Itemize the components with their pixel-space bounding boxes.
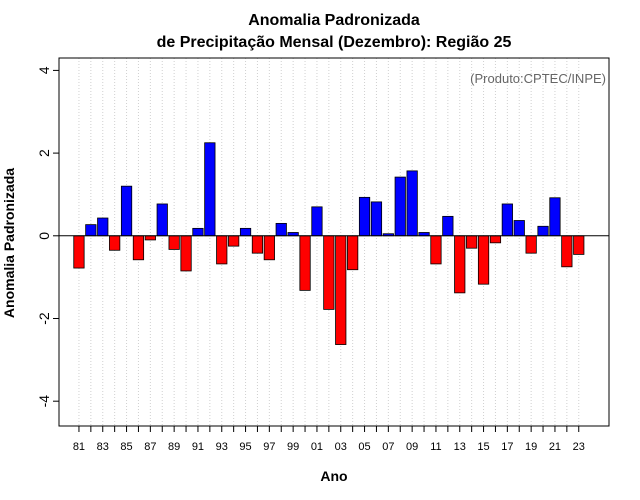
y-tick-label: 4 <box>36 66 52 74</box>
y-tick-label: -4 <box>36 395 52 408</box>
x-tick-label: 11 <box>430 441 441 453</box>
x-tick-label: 91 <box>192 441 204 453</box>
bar-98 <box>275 222 287 237</box>
bar-95 <box>239 227 252 237</box>
bar-88 <box>156 203 168 237</box>
bar-89 <box>168 235 180 250</box>
bar-20 <box>537 225 549 237</box>
x-tick-label: 89 <box>168 441 180 453</box>
x-tick-label: 15 <box>477 441 489 453</box>
bar-83 <box>97 217 109 237</box>
x-tick-label: 95 <box>239 441 251 453</box>
bar-13 <box>454 235 466 294</box>
x-tick-label: 09 <box>406 441 418 453</box>
plot-frame <box>58 57 610 427</box>
chart-subtitle: de Precipitação Mensal (Dezembro): Regiã… <box>157 34 512 51</box>
x-tick-label: 03 <box>335 441 347 453</box>
bar-21 <box>549 197 561 237</box>
x-tick-label: 87 <box>144 441 156 453</box>
bar-03 <box>335 235 347 345</box>
bar-84 <box>109 235 121 251</box>
bar-92 <box>204 142 216 237</box>
bar-85 <box>120 185 133 237</box>
bars-group <box>73 142 585 345</box>
bar-04 <box>347 235 359 271</box>
bar-09 <box>406 170 418 237</box>
bar-87 <box>144 235 156 241</box>
x-tick-label: 99 <box>287 441 299 453</box>
x-tick-label: 13 <box>454 441 466 453</box>
bar-82 <box>85 224 97 237</box>
bar-12 <box>442 215 454 237</box>
bar-93 <box>216 235 228 265</box>
x-axis-label: Ano <box>320 468 347 484</box>
x-tick-label: 21 <box>549 441 561 453</box>
bar-18 <box>513 220 525 237</box>
y-axis-label: Anomalia Padronizada <box>1 168 17 318</box>
x-tick-label: 85 <box>120 441 132 453</box>
bar-19 <box>525 235 537 254</box>
x-tick-label: 81 <box>73 441 85 453</box>
bar-94 <box>228 235 240 247</box>
bar-97 <box>263 235 275 261</box>
x-axis: 81 83 85 87 89 91 93 95 97 99 01 03 05 07 09 11 13 15 17 19… <box>73 426 585 453</box>
x-tick-label: 23 <box>573 441 585 453</box>
y-tick-label: 0 <box>36 232 52 240</box>
bar-96 <box>251 235 264 254</box>
x-tick-label: 83 <box>97 441 109 453</box>
bar-17 <box>501 203 513 237</box>
x-tick-label: 01 <box>311 441 323 453</box>
bar-00 <box>299 235 311 291</box>
x-tick-label: 93 <box>216 441 228 453</box>
bar-11 <box>430 235 442 265</box>
y-axis: -4 -2 0 2 4 <box>36 66 59 407</box>
bar-01 <box>311 206 323 237</box>
x-tick-label: 07 <box>382 441 394 453</box>
y-tick-label: -2 <box>36 312 52 325</box>
bar-91 <box>192 227 204 237</box>
x-tick-label: 19 <box>525 441 537 453</box>
chart-title: Anomalia Padronizada <box>248 12 420 29</box>
bar-02 <box>323 235 335 310</box>
x-tick-label: 05 <box>358 441 370 453</box>
bar-08 <box>394 176 406 237</box>
bar-81 <box>73 235 85 269</box>
bar-16 <box>489 235 502 244</box>
y-tick-label: 2 <box>36 149 52 157</box>
bar-23 <box>573 235 585 255</box>
bar-90 <box>180 235 192 272</box>
bar-14 <box>466 235 478 249</box>
bar-06 <box>370 201 383 237</box>
x-tick-label: 17 <box>501 441 513 453</box>
bar-86 <box>132 235 145 261</box>
bar-05 <box>358 196 371 237</box>
x-tick-label: 97 <box>263 441 275 453</box>
bar-15 <box>477 235 490 285</box>
bar-22 <box>561 235 573 268</box>
credit-text: (Produto:CPTEC/INPE) <box>470 71 606 86</box>
